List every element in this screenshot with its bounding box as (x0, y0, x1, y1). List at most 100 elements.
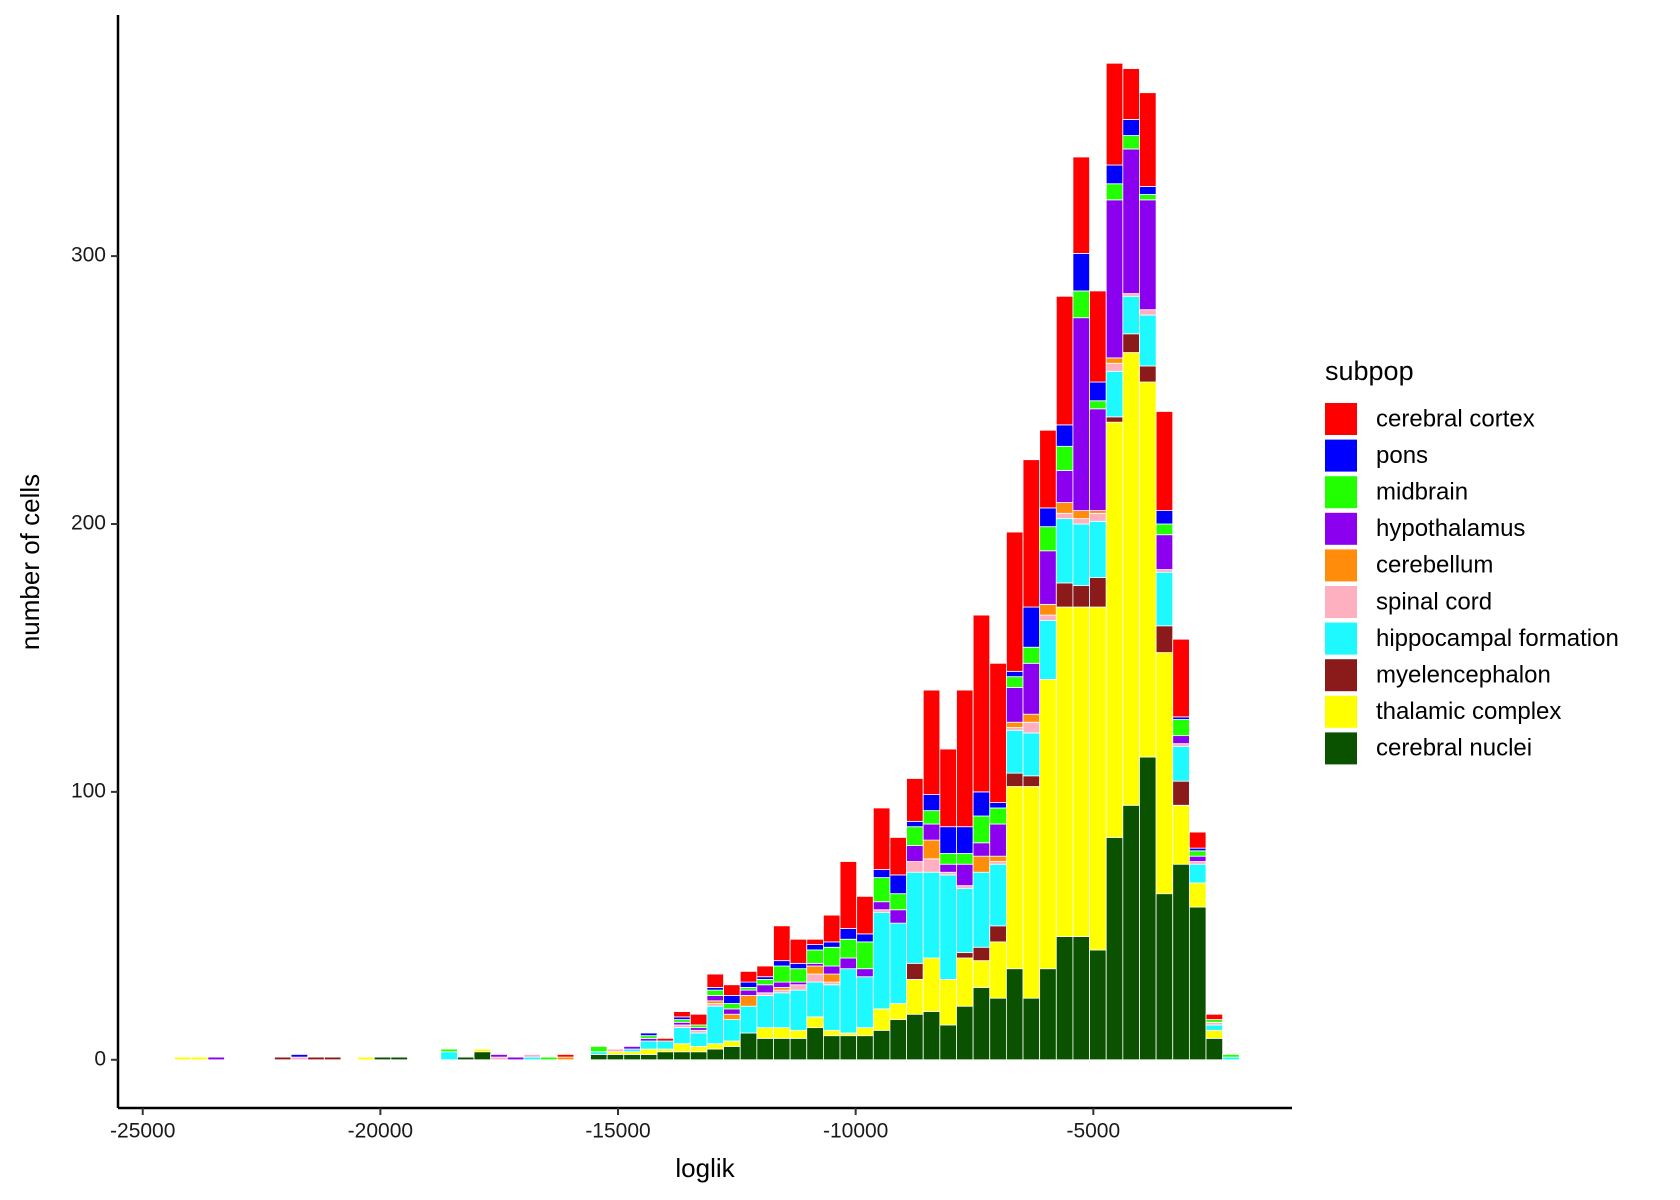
bar-segment (972, 791, 991, 817)
bar-segment (906, 979, 924, 1015)
bar-segment (1105, 183, 1124, 201)
bar-segment (839, 928, 858, 940)
bar-segment (1022, 646, 1041, 664)
bar-segment (1172, 719, 1190, 737)
bar-segment (540, 1056, 558, 1061)
bar-segment (1122, 68, 1140, 120)
bar-segment (673, 1024, 691, 1029)
bar-segment (806, 965, 824, 975)
x-tick-label: -5000 (1066, 1120, 1120, 1143)
bar-segment (1005, 968, 1024, 1061)
bar-segment (1055, 512, 1074, 520)
bar-segment (689, 1045, 708, 1053)
bar-segment (723, 995, 741, 1004)
bar-segment (956, 826, 974, 854)
bar-segment (972, 815, 991, 844)
bar-segment (1055, 606, 1074, 937)
bar-segment (1139, 314, 1157, 367)
bar-segment (1122, 352, 1140, 806)
bar-segment (972, 614, 991, 793)
bar-segment (623, 1054, 641, 1061)
bar-segment (1122, 804, 1140, 1061)
bar-segment (1039, 429, 1057, 509)
bar-segment (673, 1011, 691, 1018)
bar-segment (889, 909, 907, 924)
bar-segment (1105, 837, 1124, 1061)
bar-segment (989, 941, 1007, 999)
bar-segment (756, 979, 774, 986)
x-tick-label: -10000 (823, 1120, 888, 1143)
bar-segment (556, 1054, 575, 1058)
bar-segment (822, 965, 841, 975)
bar-segment (689, 1027, 708, 1031)
bar-segment (922, 689, 941, 795)
bar-segment (989, 863, 1007, 927)
bar-segment (839, 1032, 858, 1037)
bar-segment (789, 1029, 808, 1039)
bar-segment (373, 1056, 392, 1061)
bar-segment (806, 981, 824, 1018)
bar-segment (956, 689, 974, 828)
bar-segment (889, 922, 907, 1004)
bar-segment (906, 962, 924, 980)
bar-segment (1122, 148, 1140, 295)
y-axis-title: number of cells (15, 474, 45, 650)
bar-segment (806, 1027, 824, 1061)
bar-segment (956, 887, 974, 954)
bar-segment (1089, 400, 1107, 410)
bar-segment (323, 1056, 342, 1061)
bar-segment (689, 1029, 708, 1034)
bar-segment (789, 938, 808, 964)
bar-segment (872, 901, 891, 911)
bar-segment (739, 989, 758, 996)
bar-segment (590, 1054, 608, 1061)
bar-segment (806, 938, 824, 945)
bar-segment (656, 1040, 675, 1050)
bar-segment (1072, 936, 1090, 1061)
bar-segment (1105, 357, 1124, 364)
bar-segment (723, 1003, 741, 1010)
bar-segment (1022, 721, 1041, 734)
bar-segment (906, 1013, 924, 1061)
bar-segment (1105, 362, 1124, 372)
bar-segment (1005, 727, 1024, 731)
legend-swatch (1325, 622, 1357, 655)
bar-segment (656, 1048, 675, 1053)
legend-label: thalamic complex (1376, 698, 1561, 725)
bar-segment (440, 1051, 458, 1061)
bar-segment (723, 1045, 741, 1061)
bar-segment (673, 1019, 691, 1023)
bar-segment (1188, 831, 1207, 849)
bar-segment (1055, 936, 1074, 1061)
bar-segment (689, 1051, 708, 1061)
bar-segment (1055, 502, 1074, 514)
bar-segment (1205, 1024, 1224, 1031)
bar-segment (856, 941, 874, 970)
bar-segment (856, 933, 874, 943)
bar-segment (640, 1037, 658, 1042)
bar-segment (1005, 786, 1024, 970)
bar-segment (1089, 510, 1107, 514)
bar-segment (922, 871, 941, 959)
bar-segment (956, 885, 974, 889)
bar-segment (1072, 317, 1090, 512)
bar-segment (1172, 735, 1190, 745)
bar-segment (839, 938, 858, 959)
bar-segment (307, 1056, 325, 1061)
bar-segment (1139, 381, 1157, 758)
bar-segment (872, 912, 891, 1010)
bar-segment (806, 944, 824, 951)
bar-segment (839, 957, 858, 970)
bar-segment (673, 1043, 691, 1053)
bar-segment (1155, 523, 1174, 536)
bar-segment (822, 973, 841, 983)
bar-segment (1122, 333, 1140, 353)
bar-segment (956, 863, 974, 887)
bar-segment (390, 1056, 408, 1061)
bar-segment (922, 1011, 941, 1061)
bar-segment (1205, 1019, 1224, 1023)
bar-segment (989, 861, 1007, 865)
legend-label: hypothalamus (1376, 515, 1525, 542)
bar-segment (1039, 526, 1057, 552)
bar-segment (1205, 1037, 1224, 1061)
